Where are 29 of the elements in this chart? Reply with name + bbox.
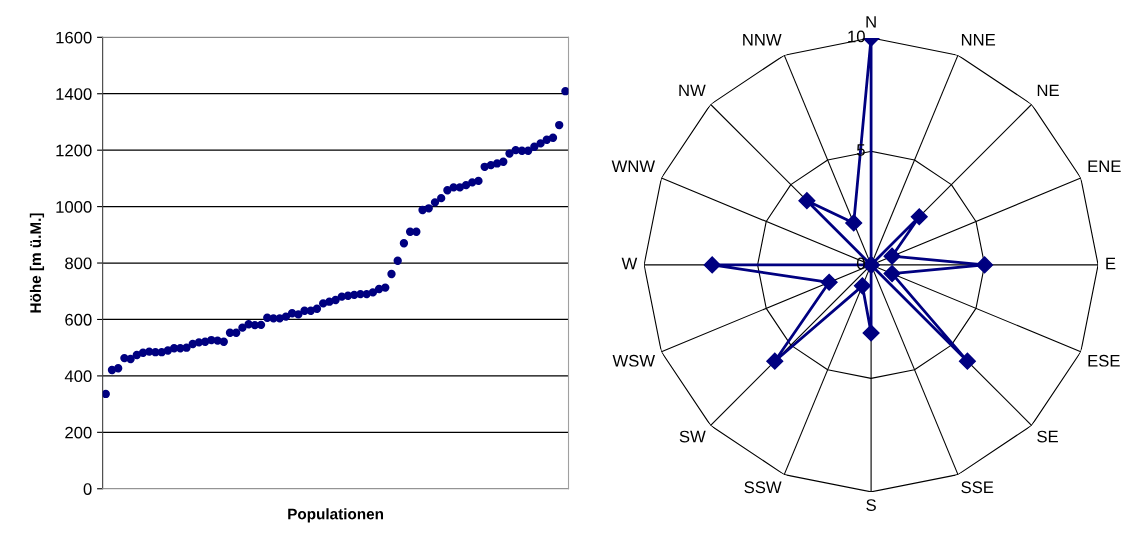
spoke-label: WSW	[612, 354, 656, 367]
spoke-label: NNW	[743, 33, 782, 46]
y-tick-label: 1200	[56, 144, 92, 157]
spoke-label: SSE	[961, 481, 994, 494]
spoke-label: ESE	[1088, 354, 1120, 367]
y-tick-label: 800	[65, 257, 92, 270]
x-axis-title: Populationen	[288, 508, 384, 523]
y-tick-label: 600	[65, 313, 92, 326]
spoke-label: E	[1106, 257, 1116, 270]
y-tick-label: 1000	[56, 201, 92, 213]
spoke-label: WNW	[611, 160, 656, 172]
y-tick-label: 1600	[56, 31, 92, 44]
spoke-label: NE	[1037, 84, 1059, 97]
y-axis-title: Höhe [m ü.M.]	[29, 213, 45, 313]
spoke-label: ENE	[1088, 160, 1121, 172]
spoke-label: SW	[679, 430, 706, 443]
y-tick-label: 0	[856, 257, 865, 270]
spoke-label: S	[866, 499, 876, 511]
spoke-label: NW	[679, 84, 706, 97]
y-tick-label: 400	[64, 370, 92, 383]
y-tick-label: 1400	[56, 88, 92, 100]
y-tick-label: 10	[848, 30, 865, 43]
spoke-label: N	[866, 16, 876, 28]
y-tick-label: 0	[83, 483, 92, 495]
spoke-label: NNE	[961, 33, 996, 46]
spoke-label: W	[621, 257, 638, 270]
spoke-label: SSW	[744, 481, 782, 494]
y-tick-label: 200	[65, 426, 92, 439]
spoke-label: SE	[1037, 430, 1058, 443]
